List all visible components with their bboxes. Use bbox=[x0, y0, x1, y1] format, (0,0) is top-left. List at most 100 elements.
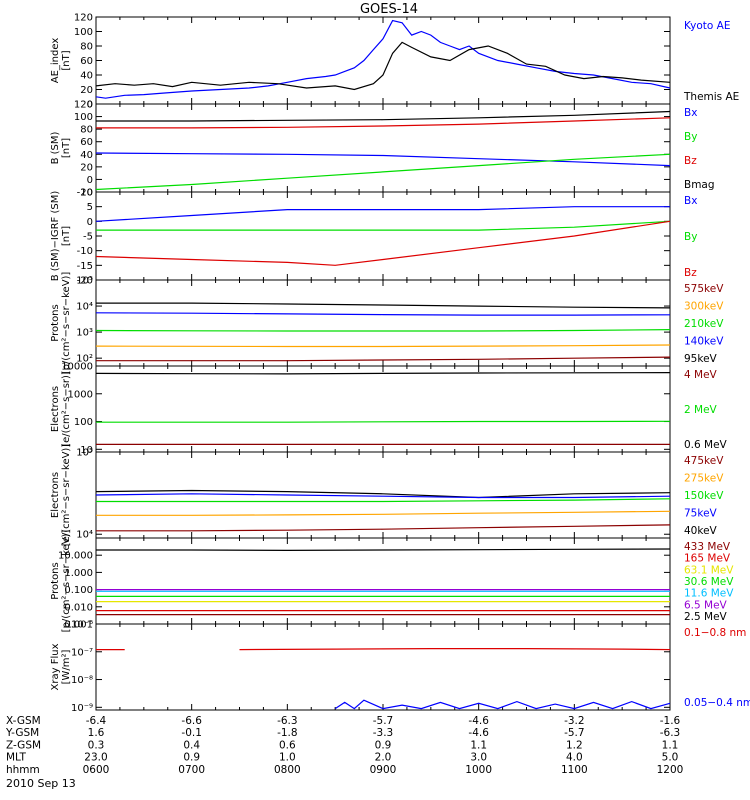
y-axis-label: B (SM)[nT] bbox=[50, 131, 72, 164]
footer-row-value: 1.2 bbox=[566, 739, 583, 751]
y-tick-label: 0.010 bbox=[64, 602, 93, 613]
series-line bbox=[95, 372, 671, 375]
y-tick-label: 120 bbox=[74, 13, 93, 24]
series-line bbox=[95, 493, 671, 499]
y-tick-label: 60 bbox=[80, 56, 93, 67]
series-line bbox=[95, 329, 671, 332]
legend-entry: Bz bbox=[684, 155, 697, 167]
y-axis-label-line: B (SM)−IGRF (SM) bbox=[50, 191, 61, 282]
y-tick-label: 1000 bbox=[68, 389, 93, 400]
footer-row-value: -6.6 bbox=[181, 715, 202, 727]
footer-row-value: -6.3 bbox=[277, 715, 298, 727]
y-tick-label: 10⁴ bbox=[76, 302, 93, 313]
legend-entry: 433 MeV bbox=[684, 541, 731, 553]
series-line bbox=[95, 344, 671, 348]
y-tick-label: 10⁻⁸ bbox=[71, 675, 93, 686]
y-tick-label: 10² bbox=[76, 354, 93, 365]
footer-row-value: 1.1 bbox=[470, 739, 487, 751]
plot-title: GOES-14 bbox=[360, 2, 418, 17]
footer-row-label: hhmm bbox=[6, 764, 40, 776]
footer-row-value: 1200 bbox=[657, 764, 684, 776]
legend-entry: By bbox=[684, 131, 697, 143]
y-axis-label-line: Protons bbox=[50, 562, 61, 599]
footer-row-value: -1.8 bbox=[277, 727, 298, 739]
legend-entry: 6.5 MeV bbox=[684, 599, 728, 611]
legend-entry: 95keV bbox=[684, 353, 718, 365]
y-tick-label: 10 bbox=[80, 445, 93, 456]
legend-entry: 300keV bbox=[684, 301, 724, 313]
y-tick-label: 10⁵ bbox=[76, 276, 93, 287]
footer-row-value: 5.0 bbox=[662, 752, 679, 764]
footer-row-value: -0.1 bbox=[181, 727, 202, 739]
legend-entry: 30.6 MeV bbox=[684, 576, 734, 588]
y-axis-label-line: Electrons bbox=[50, 386, 61, 432]
footer-row-label: Y-GSM bbox=[5, 727, 39, 739]
y-axis-label-line: AE_index bbox=[50, 38, 61, 84]
series-line bbox=[96, 117, 671, 129]
footer-row-value: 1.1 bbox=[662, 739, 679, 751]
series-line bbox=[95, 312, 671, 316]
footer-row-value: 0.9 bbox=[375, 739, 392, 751]
series-line bbox=[95, 153, 671, 191]
legend-entry: Bx bbox=[684, 195, 697, 207]
footer-row-value: 0.4 bbox=[183, 739, 200, 751]
legend-entry: Kyoto AE bbox=[684, 20, 730, 32]
y-tick-label: 100 bbox=[74, 417, 93, 428]
y-tick-label: 0 bbox=[87, 100, 93, 111]
y-axis-label-line: [nT] bbox=[61, 226, 72, 246]
date-label: 2010 Sep 13 bbox=[6, 777, 76, 790]
series-line bbox=[95, 206, 670, 222]
legend-entry: 275keV bbox=[684, 473, 724, 485]
y-tick-label: 10⁴ bbox=[76, 530, 93, 541]
legend-entry: 575keV bbox=[684, 283, 724, 295]
footer-row-value: 23.0 bbox=[84, 752, 107, 764]
footer-row-value: 0.6 bbox=[279, 739, 296, 751]
y-tick-label: 0.100 bbox=[64, 585, 93, 596]
series-line bbox=[96, 498, 671, 503]
y-axis-label-line: Electrons bbox=[50, 472, 61, 518]
y-axis-label-line: B (SM) bbox=[50, 131, 61, 164]
y-tick-label: 10⁻⁹ bbox=[71, 703, 93, 714]
y-axis-label-line: Xray Flux bbox=[50, 643, 61, 690]
footer-row-label: MLT bbox=[6, 752, 26, 764]
footer-row-value: 3.0 bbox=[470, 752, 487, 764]
y-tick-label: -20 bbox=[77, 276, 93, 287]
footer-row-value: 1.6 bbox=[88, 727, 105, 739]
footer-row-value: 0.3 bbox=[88, 739, 105, 751]
footer-row-value: 0900 bbox=[370, 764, 397, 776]
legend-entry: 11.6 MeV bbox=[684, 588, 734, 600]
legend-entry: 0.05−0.4 nm bbox=[684, 697, 750, 709]
footer-row-value: -4.6 bbox=[468, 715, 489, 727]
series-line bbox=[95, 220, 671, 266]
y-tick-label: 100 bbox=[74, 27, 93, 38]
y-axis-label: Protons[p/(cm²−s−sr−keV)] bbox=[50, 530, 72, 633]
y-axis-label: B (SM)−IGRF (SM)[nT] bbox=[50, 191, 72, 282]
series-line bbox=[96, 510, 671, 516]
panel-7: 0.001 0.010 0.100 1.000 10.000Protons[p/(cm²… bbox=[50, 530, 734, 633]
legend-entry: 0.6 MeV bbox=[684, 439, 728, 451]
footer-row-value: -4.6 bbox=[468, 727, 489, 739]
y-tick-label: -20 bbox=[77, 188, 93, 199]
series-line bbox=[95, 152, 671, 167]
legend-entry: 0.1−0.8 nm bbox=[684, 627, 746, 639]
series-line bbox=[96, 110, 671, 122]
legend-entry: 475keV bbox=[684, 455, 724, 467]
series-line bbox=[96, 356, 671, 362]
legend-entry: 4 MeV bbox=[684, 369, 718, 381]
y-tick-label: 60 bbox=[80, 137, 93, 148]
y-tick-label: -5 bbox=[83, 232, 93, 243]
footer-row-label: Z-GSM bbox=[6, 739, 41, 751]
orbit-footer: X-GSM -6.4 -6.6 -6.3 -5.7 -4.6 -3.2 -1.6 Y-GSM 1.… bbox=[5, 715, 683, 776]
y-tick-label: -10 bbox=[77, 246, 93, 257]
footer-row-value: 2.0 bbox=[375, 752, 392, 764]
y-tick-label: 80 bbox=[80, 125, 93, 136]
panel-4: 10² 10³ 10⁴ 10⁵ Protons[p/(cm²−s−sr−keV)] 575… bbox=[50, 272, 724, 375]
series-line bbox=[239, 647, 671, 651]
y-tick-label: 10.000 bbox=[58, 551, 93, 562]
y-tick-label: 0 bbox=[87, 217, 93, 228]
series-line bbox=[95, 19, 671, 99]
legend-entry: 210keV bbox=[684, 318, 724, 330]
